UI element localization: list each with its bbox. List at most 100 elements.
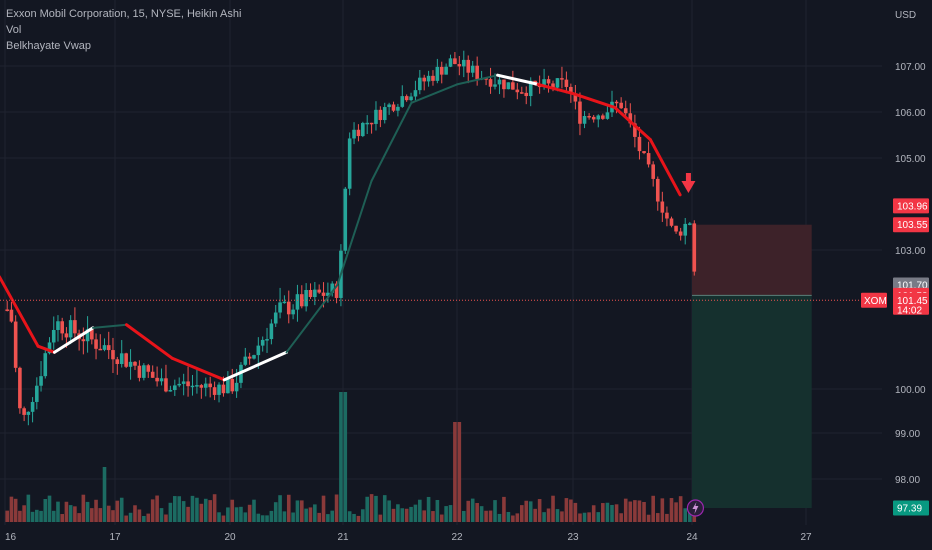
volume-bar	[444, 506, 448, 522]
price-tick-label: 105.00	[895, 154, 926, 165]
candle-body	[578, 101, 582, 124]
volume-bar	[98, 508, 103, 522]
take-profit-zone	[692, 295, 812, 508]
time-tick-label: 24	[686, 532, 698, 543]
vwap-segment	[222, 350, 288, 382]
volume-bar	[102, 467, 107, 522]
candle-body	[269, 323, 274, 340]
price-badge	[893, 500, 929, 516]
candle-body	[286, 301, 291, 315]
volume-bar	[85, 501, 90, 522]
volume-bar	[243, 512, 248, 522]
volume-bar	[435, 499, 440, 522]
volume-bar	[413, 504, 418, 522]
candle-body	[674, 225, 678, 232]
candle-body	[524, 92, 529, 97]
volume-bar	[26, 494, 31, 522]
chart-markers	[681, 173, 705, 517]
volume-bar	[461, 510, 466, 522]
candle-body	[291, 309, 295, 315]
candle-body	[470, 65, 475, 73]
time-tick-label: 22	[451, 532, 463, 543]
volume-bar	[524, 500, 529, 522]
volume-bar	[177, 496, 182, 522]
candle-body	[435, 66, 440, 81]
candle-body	[56, 321, 60, 330]
price-axis[interactable]: USD 107.00 106.00 105.00 103.00 100.00 99.00 98…	[895, 10, 926, 486]
candle-body	[168, 390, 173, 392]
volume-bar	[418, 499, 422, 522]
vwap-segment	[496, 73, 540, 86]
price-badge-label: 103.96	[897, 201, 928, 212]
candle-body	[212, 387, 217, 395]
price-badge-label: 97.39	[897, 504, 922, 515]
price-badge-label: 101.45	[897, 296, 928, 307]
volume-bar	[343, 392, 348, 522]
volume-bar	[422, 510, 427, 522]
price-badges: 103.96103.55101.70101.53101.4514:0297.39…	[861, 198, 929, 516]
candle-body	[230, 378, 235, 392]
volume-bar	[497, 513, 502, 522]
volume-bar	[448, 505, 453, 522]
volume-bar	[502, 496, 506, 522]
price-tick-label: 98.00	[895, 475, 920, 486]
volume-bar	[378, 514, 383, 522]
candle-body	[326, 292, 330, 296]
volume-bar	[479, 506, 484, 522]
volume-bar	[347, 511, 352, 522]
candle-body	[234, 382, 239, 392]
candle-body	[688, 223, 692, 225]
time-axis[interactable]: 16 17 20 21 22 23 24 27	[5, 532, 812, 543]
price-badge	[893, 198, 929, 214]
candle-body	[528, 80, 533, 97]
candle-body	[195, 385, 199, 387]
candle-body	[569, 86, 573, 94]
volume-bar	[124, 515, 128, 522]
candle-body	[651, 164, 655, 179]
volume-bar	[555, 509, 560, 522]
volume-bar	[164, 514, 168, 522]
candle-body	[115, 359, 120, 365]
price-tick-label: 100.00	[895, 385, 926, 396]
candle-body	[295, 294, 300, 310]
volume-bar	[137, 509, 142, 522]
candle-body	[431, 75, 435, 81]
volume-bar	[286, 494, 291, 522]
symbol-title[interactable]: Exxon Mobil Corporation, 15, NYSE, Heiki…	[6, 8, 242, 20]
candle-body	[515, 89, 520, 93]
volume-bar	[326, 514, 330, 522]
vwap-indicator-label[interactable]: Belkhayate Vwap	[6, 40, 91, 52]
candle-body	[111, 350, 115, 360]
volume-indicator-label[interactable]: Vol	[6, 24, 22, 36]
candle-body	[177, 383, 182, 386]
volume-bar	[330, 510, 335, 522]
volume-bar	[291, 512, 295, 522]
sell-arrow-stem	[685, 173, 691, 181]
candle-body	[623, 108, 628, 114]
volume-bar	[692, 515, 697, 522]
vwap-segment	[53, 326, 95, 354]
candle-body	[278, 302, 282, 313]
candle-body	[601, 115, 605, 119]
volume-bar	[90, 508, 94, 522]
volume-bar	[203, 498, 208, 522]
volume-bar	[431, 511, 435, 522]
candle-body	[35, 385, 39, 402]
volume-bar	[387, 500, 391, 522]
time-tick-label: 17	[109, 532, 121, 543]
time-tick-label: 21	[337, 532, 349, 543]
candle-body	[47, 342, 52, 354]
volume-bar	[674, 502, 678, 522]
volume-bar	[260, 515, 265, 522]
candle-body	[418, 77, 422, 91]
volume-bar	[173, 496, 177, 522]
price-badge-label: 101.70	[897, 281, 928, 292]
volume-bar	[186, 506, 190, 522]
candle-body	[678, 231, 683, 236]
candle-body	[252, 355, 256, 359]
volume-bar	[578, 513, 582, 522]
candle-body	[243, 356, 248, 365]
volume-bar	[669, 498, 674, 522]
candle-body	[555, 78, 560, 88]
